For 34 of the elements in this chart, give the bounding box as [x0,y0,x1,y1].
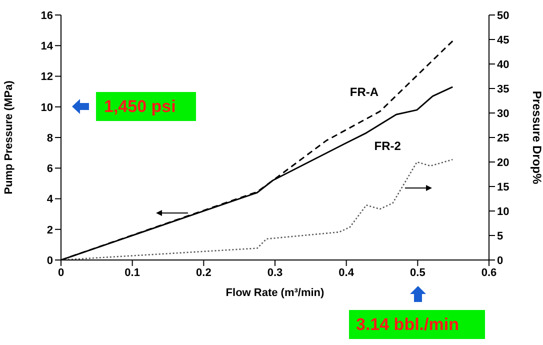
y2-axis-title: Pressure Drop% [530,90,543,185]
y2-tick-label: 45 [497,34,510,46]
series-label: FR-2 [374,138,401,153]
y2-tick-label: 20 [497,156,510,169]
text: 3.14 bbl./min [349,310,485,339]
x-tick-label: 0 [58,266,64,279]
x-tick-label: 0.2 [196,266,212,279]
x-tick-label: 0.5 [410,266,426,279]
y-tick-label: 16 [40,10,53,22]
x-tick-label: 0.4 [338,266,355,279]
y2-tick-label: 15 [497,181,510,194]
y-tick-label: 2 [46,224,53,236]
y-tick-label: 6 [46,163,53,176]
y2-tick-label: 40 [497,58,510,71]
y2-tick-label: 35 [497,83,510,96]
series-label: FR-A [350,85,379,100]
y2-tick-label: 5 [497,230,504,242]
y-tick-label: 14 [40,40,54,53]
y2-tick-label: 50 [497,10,510,22]
x-tick-label: 0.1 [124,266,140,279]
y-tick-label: 10 [40,102,53,114]
x-tick-label: 0.3 [267,266,283,279]
y-axis-title: Pump Pressure (MPa) [2,80,15,194]
y-tick-label: 12 [40,71,53,84]
x-tick-label: 0.6 [481,266,497,279]
y-tick-label: 4 [46,194,54,206]
y2-tick-label: 25 [497,132,510,144]
x-axis-title: Flow Rate (m³/min) [226,286,325,299]
annotation: 1,450 psi [96,92,196,121]
y2-tick-label: 0 [497,254,504,267]
y2-tick-label: 10 [497,206,510,218]
y-tick-label: 8 [46,132,53,144]
y2-tick-label: 30 [497,108,510,120]
y-tick-label: 0 [46,254,53,267]
